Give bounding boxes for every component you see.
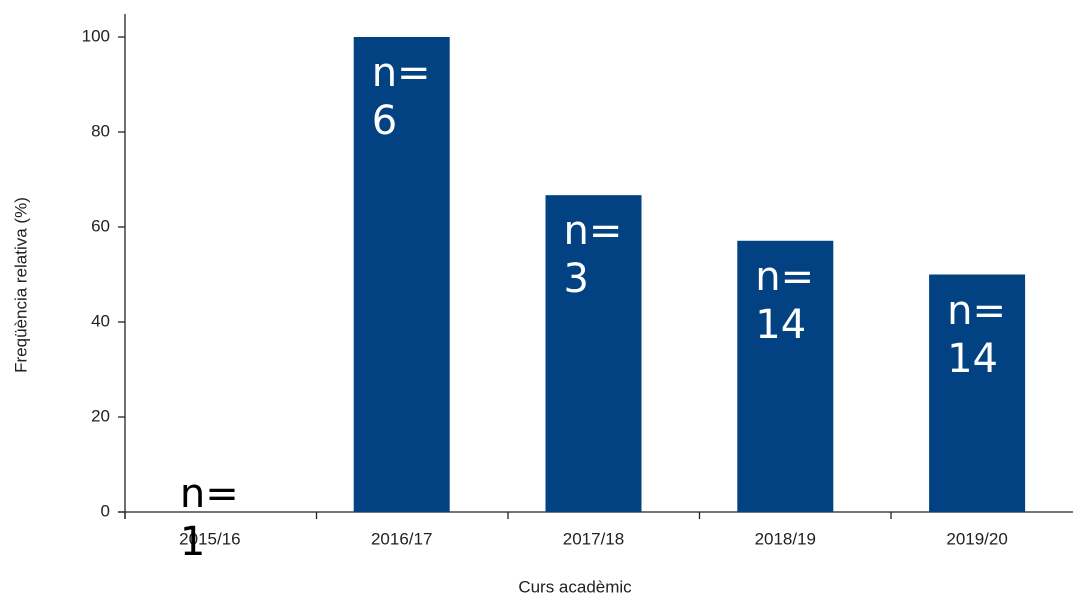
x-tick-label: 2017/18 — [563, 529, 624, 548]
annotation: n= 3 — [563, 208, 623, 303]
y-tick-label: 100 — [82, 26, 110, 45]
x-tick-label: 2019/20 — [946, 529, 1007, 548]
y-axis-label: Freqüència relativa (%) — [11, 197, 30, 373]
annotation: n= 6 — [371, 50, 431, 144]
y-tick-label: 40 — [91, 311, 110, 330]
y-tick-label: 0 — [101, 501, 110, 520]
y-tick-label: 20 — [91, 406, 110, 425]
x-axis-label: Curs acadèmic — [518, 577, 632, 596]
bar — [353, 37, 450, 512]
annotation: n= 14 — [947, 287, 1006, 382]
bar — [929, 274, 1026, 512]
bar — [737, 240, 834, 512]
annotation: n= 14 — [755, 253, 815, 348]
y-tick-label: 60 — [91, 216, 110, 235]
x-tick-label: 2016/17 — [371, 529, 432, 548]
y-tick-label: 80 — [91, 121, 110, 140]
x-tick-label: 2018/19 — [755, 529, 816, 548]
annotation: n= 1 — [179, 471, 239, 565]
bar — [545, 195, 642, 513]
x-tick-label: 2015/16 — [179, 529, 240, 548]
